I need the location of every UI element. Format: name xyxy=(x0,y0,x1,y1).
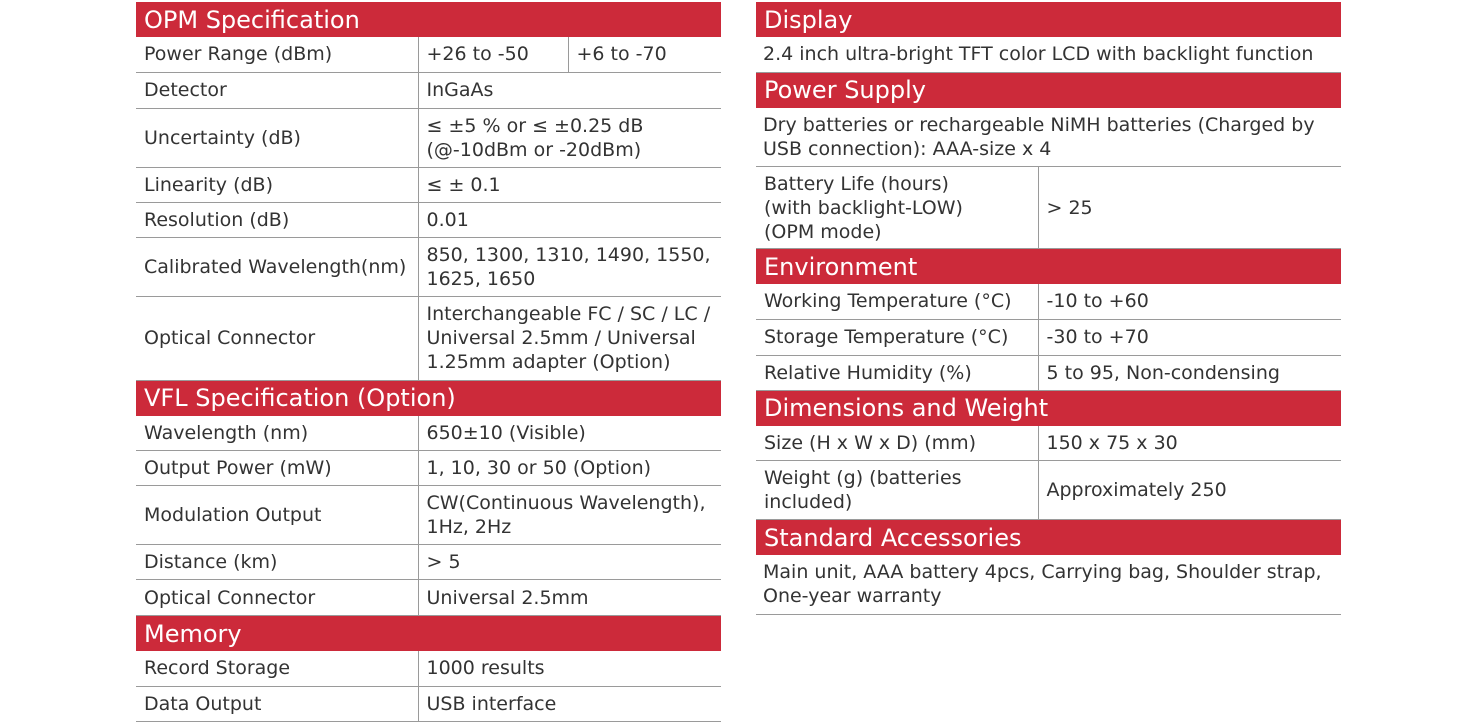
table-row: Optical Connector Universal 2.5mm xyxy=(136,579,721,616)
spec-label: Working Temperature (°C) xyxy=(756,284,1038,320)
table-row: Size (H x W x D) (mm) 150 x 75 x 30 xyxy=(756,425,1341,461)
table-row: Linearity (dB) ≤ ± 0.1 xyxy=(136,167,721,203)
section-title: Environment xyxy=(756,248,1341,284)
spec-value: 650±10 (Visible) xyxy=(417,415,721,451)
table-row: Uncertainty (dB) ≤ ±5 % or ≤ ±0.25 dB (@… xyxy=(136,108,721,168)
spec-value: ≤ ± 0.1 xyxy=(417,167,721,203)
spec-value: 1, 10, 30 or 50 (Option) xyxy=(417,450,721,486)
spec-label: Size (H x W x D) (mm) xyxy=(756,425,1038,461)
table-row: Record Storage 1000 results xyxy=(136,651,721,687)
section-header-opm: OPM Specification xyxy=(136,2,721,37)
section-header-environment: Environment xyxy=(756,248,1341,284)
spec-label: Modulation Output xyxy=(136,485,418,545)
table-row: Resolution (dB) 0.01 xyxy=(136,202,721,238)
section-title: Power Supply xyxy=(756,72,1341,108)
table-row: Calibrated Wavelength(nm) 850, 1300, 131… xyxy=(136,237,721,297)
section-title: VFL Specification (Option) xyxy=(136,380,721,416)
section-header-accessories: Standard Accessories xyxy=(756,519,1341,555)
table-row: Detector InGaAs xyxy=(136,72,721,109)
section-header-dimensions: Dimensions and Weight xyxy=(756,390,1341,426)
battery-label-line: (OPM mode) xyxy=(764,220,882,243)
spec-value: 850, 1300, 1310, 1490, 1550, 1625, 1650 xyxy=(417,237,721,297)
section-title: Dimensions and Weight xyxy=(756,390,1341,426)
section-header-memory: Memory xyxy=(136,615,721,651)
spec-label: Output Power (mW) xyxy=(136,450,418,486)
battery-label-line: Battery Life (hours) xyxy=(764,172,949,195)
spec-value: USB interface xyxy=(417,686,721,722)
spec-value: Dry batteries or rechargeable NiMH batte… xyxy=(756,107,1341,167)
spec-label: Relative Humidity (%) xyxy=(756,355,1038,391)
spec-value: +6 to -70 xyxy=(567,37,721,73)
table-row: Wavelength (nm) 650±10 (Visible) xyxy=(136,415,721,451)
spec-value: +26 to -50 xyxy=(417,37,568,73)
table-row: Output Power (mW) 1, 10, 30 or 50 (Optio… xyxy=(136,450,721,486)
spec-value: Universal 2.5mm xyxy=(417,579,721,616)
spec-label: Storage Temperature (°C) xyxy=(756,319,1038,356)
spec-value: > 25 xyxy=(1037,166,1341,249)
table-row: Battery Life (hours) (with backlight-LOW… xyxy=(756,166,1341,249)
spec-label: Distance (km) xyxy=(136,544,418,580)
section-title: Memory xyxy=(136,615,721,651)
table-row: Working Temperature (°C) -10 to +60 xyxy=(756,284,1341,320)
section-title: Standard Accessories xyxy=(756,519,1341,555)
section-header-display: Display xyxy=(756,2,1341,37)
spec-value: -30 to +70 xyxy=(1037,319,1341,356)
spec-label: Resolution (dB) xyxy=(136,202,418,238)
table-row: Storage Temperature (°C) -30 to +70 xyxy=(756,319,1341,356)
table-row: Weight (g) (batteries included) Approxim… xyxy=(756,460,1341,520)
table-row: 2.4 inch ultra-bright TFT color LCD with… xyxy=(756,37,1341,73)
general-spec-table: Display 2.4 inch ultra-bright TFT color … xyxy=(756,2,1341,615)
spec-value: CW(Continuous Wavelength), 1Hz, 2Hz xyxy=(417,485,721,545)
spec-value: > 5 xyxy=(417,544,721,580)
table-row: Relative Humidity (%) 5 to 95, Non-conde… xyxy=(756,355,1341,391)
spec-label: Data Output xyxy=(136,686,418,722)
spec-label: Wavelength (nm) xyxy=(136,415,418,451)
spec-value: ≤ ±5 % or ≤ ±0.25 dB (@-10dBm or -20dBm) xyxy=(417,108,721,168)
spec-value: Interchangeable FC / SC / LC / Universal… xyxy=(417,296,721,381)
section-title: OPM Specification xyxy=(136,2,721,37)
table-row: Dry batteries or rechargeable NiMH batte… xyxy=(756,107,1341,167)
left-spec-column: OPM Specification Power Range (dBm) +26 … xyxy=(136,2,721,722)
spec-value: 1000 results xyxy=(417,651,721,687)
battery-label-line: (with backlight-LOW) xyxy=(764,196,963,219)
spec-value: 0.01 xyxy=(417,202,721,238)
opm-spec-table: OPM Specification Power Range (dBm) +26 … xyxy=(136,2,721,722)
spec-value: 2.4 inch ultra-bright TFT color LCD with… xyxy=(756,37,1341,73)
spec-label: Optical Connector xyxy=(136,579,418,616)
spec-value: 5 to 95, Non-condensing xyxy=(1037,355,1341,391)
spec-value: 150 x 75 x 30 xyxy=(1037,425,1341,461)
spec-value: Main unit, AAA battery 4pcs, Carrying ba… xyxy=(756,555,1341,615)
spec-label: Optical Connector xyxy=(136,296,418,381)
spec-label: Calibrated Wavelength(nm) xyxy=(136,237,418,297)
spec-label: Power Range (dBm) xyxy=(136,37,418,73)
spec-label: Detector xyxy=(136,72,418,109)
spec-label: Record Storage xyxy=(136,651,418,687)
table-row: Data Output USB interface xyxy=(136,686,721,722)
spec-label: Uncertainty (dB) xyxy=(136,108,418,168)
section-title: Display xyxy=(756,2,1341,37)
table-row: Power Range (dBm) +26 to -50 +6 to -70 xyxy=(136,37,721,73)
spec-label: Linearity (dB) xyxy=(136,167,418,203)
spec-value: InGaAs xyxy=(417,72,721,109)
section-header-vfl: VFL Specification (Option) xyxy=(136,380,721,416)
spec-value: Approximately 250 xyxy=(1037,460,1341,520)
spec-label: Weight (g) (batteries included) xyxy=(756,460,1038,520)
section-header-power-supply: Power Supply xyxy=(756,72,1341,108)
table-row: Modulation Output CW(Continuous Waveleng… xyxy=(136,485,721,545)
table-row: Main unit, AAA battery 4pcs, Carrying ba… xyxy=(756,555,1341,615)
table-row: Distance (km) > 5 xyxy=(136,544,721,580)
right-spec-column: Display 2.4 inch ultra-bright TFT color … xyxy=(756,2,1341,615)
spec-label: Battery Life (hours) (with backlight-LOW… xyxy=(756,166,1038,249)
spec-value: -10 to +60 xyxy=(1037,284,1341,320)
table-row: Optical Connector Interchangeable FC / S… xyxy=(136,296,721,381)
